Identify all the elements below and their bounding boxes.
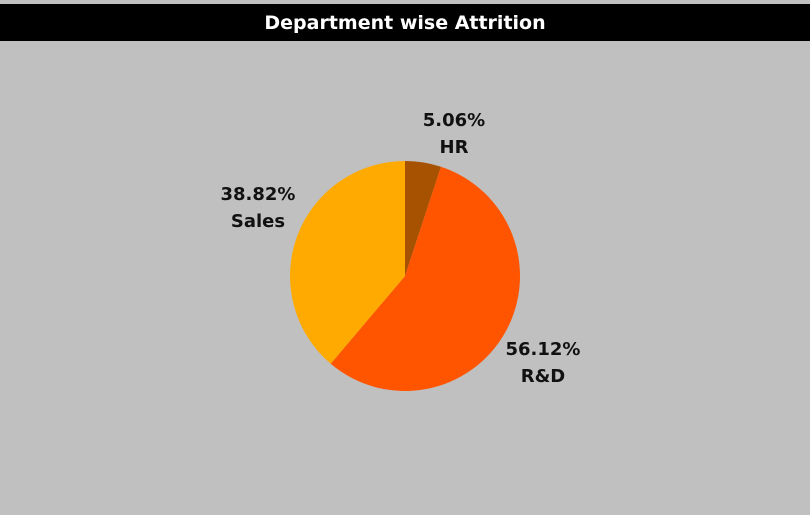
chart-title: Department wise Attrition	[264, 11, 546, 34]
chart-title-bar: Department wise Attrition	[0, 4, 810, 41]
slice-category-label: HR	[440, 137, 469, 158]
pie-slice-r-d[interactable]	[330, 166, 521, 391]
pie-slice-sales[interactable]	[290, 161, 405, 364]
slice-category-label: R&D	[521, 366, 566, 387]
slice-percent-label: 5.06%	[423, 110, 485, 131]
slice-percent-label: 38.82%	[221, 184, 296, 205]
pie-labels: 5.06% HR 56.12% R&D 38.82% Sales	[221, 110, 581, 387]
slice-percent-label: 56.12%	[506, 339, 581, 360]
pie-slice-hr[interactable]	[405, 161, 441, 276]
slice-category-label: Sales	[231, 211, 285, 232]
pie-slices	[290, 161, 521, 391]
top-strip	[0, 0, 810, 4]
